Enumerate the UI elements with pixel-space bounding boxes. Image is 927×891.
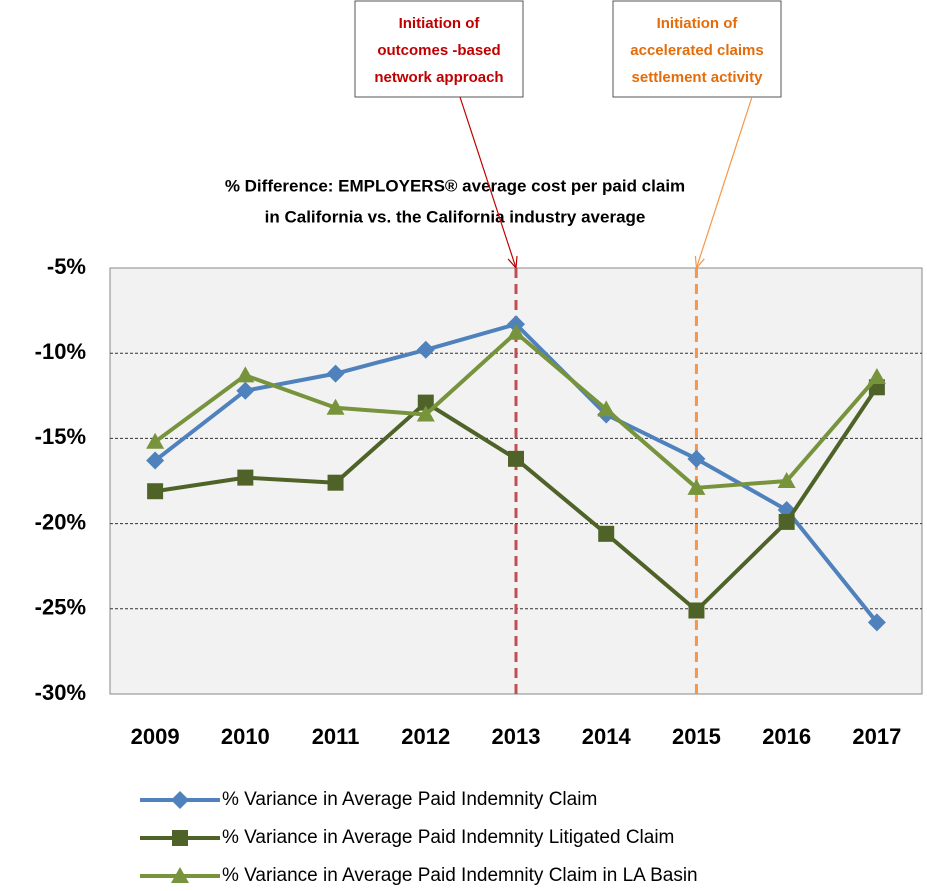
point (236, 366, 255, 383)
annotation-text: outcomes -based (377, 42, 500, 59)
point (326, 398, 345, 415)
point (597, 400, 616, 417)
y-tick-label: -20% (35, 509, 86, 534)
x-tick-label: 2011 (312, 724, 360, 749)
legend-marker (171, 867, 189, 883)
y-tick-label: -30% (35, 680, 86, 705)
point (417, 394, 434, 411)
point (147, 483, 164, 500)
legend-label: % Variance in Average Paid Indemnity Cla… (222, 789, 597, 810)
annotation-text: accelerated claims (630, 42, 763, 59)
x-tick-label: 2010 (221, 724, 270, 749)
x-tick-label: 2012 (401, 724, 450, 749)
x-tick-label: 2009 (131, 724, 180, 749)
x-tick-label: 2014 (582, 724, 632, 749)
x-tick-label: 2016 (762, 724, 811, 749)
annotation-arrow (459, 96, 517, 269)
legend-marker (171, 791, 189, 809)
annotation-text: Initiation of (657, 15, 739, 32)
x-tick-label: 2017 (852, 724, 901, 749)
point (687, 449, 706, 468)
point (237, 469, 254, 486)
annotation-box (354, 0, 524, 98)
x-tick-label: 2013 (492, 724, 541, 749)
y-tick-label: -25% (35, 595, 86, 620)
point (778, 513, 795, 530)
point (416, 405, 435, 422)
annotation-box (612, 0, 782, 98)
point (688, 602, 705, 619)
point (687, 478, 706, 495)
annotation-arrow (695, 96, 753, 269)
annotation-text: settlement activity (632, 69, 764, 86)
annotation-text: network approach (374, 69, 503, 86)
point (598, 525, 615, 542)
legend-marker (172, 830, 188, 846)
point (146, 451, 165, 470)
point (507, 323, 525, 340)
x-tick-label: 2015 (672, 724, 721, 749)
point (508, 450, 524, 467)
y-tick-label: -10% (35, 339, 86, 364)
annotation-text: Initiation of (399, 15, 481, 32)
legend-label: % Variance in Average Paid Indemnity Lit… (222, 827, 674, 848)
point (327, 474, 344, 491)
point (236, 381, 255, 400)
point (326, 364, 345, 383)
point (777, 472, 796, 488)
y-tick-label: -5% (47, 254, 86, 279)
legend-label: % Variance in Average Paid Indemnity Cla… (222, 865, 698, 886)
chart-title: % Difference: EMPLOYERS® average cost pe… (225, 176, 685, 195)
point (416, 340, 435, 359)
point (146, 432, 165, 449)
point (777, 500, 796, 519)
chart-title: in California vs. the California industr… (265, 207, 646, 226)
point (867, 613, 886, 632)
point (867, 368, 886, 385)
y-tick-label: -15% (35, 424, 86, 449)
